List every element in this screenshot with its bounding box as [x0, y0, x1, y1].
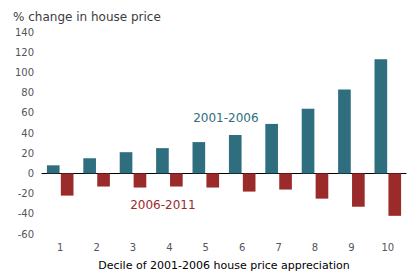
svg-text:80: 80 [21, 87, 34, 98]
svg-text:0: 0 [28, 168, 34, 179]
svg-text:2006-2011: 2006-2011 [130, 198, 195, 212]
svg-text:40: 40 [21, 128, 34, 139]
svg-text:7: 7 [275, 242, 281, 253]
svg-text:20: 20 [21, 148, 34, 159]
svg-text:2: 2 [93, 242, 99, 253]
svg-text:Decile of 2001-2006 house pric: Decile of 2001-2006 house price apprecia… [98, 259, 349, 272]
svg-text:8: 8 [312, 242, 318, 253]
svg-text:140: 140 [15, 27, 34, 38]
svg-text:-60: -60 [18, 229, 34, 240]
svg-text:4: 4 [166, 242, 172, 253]
svg-text:60: 60 [21, 107, 34, 118]
svg-text:5: 5 [203, 242, 209, 253]
svg-text:% change in house price: % change in house price [13, 10, 161, 24]
svg-text:2001-2006: 2001-2006 [193, 111, 258, 125]
svg-text:6: 6 [239, 242, 245, 253]
svg-text:1: 1 [57, 242, 63, 253]
svg-text:120: 120 [15, 47, 34, 58]
svg-text:9: 9 [348, 242, 354, 253]
svg-text:-40: -40 [18, 208, 34, 219]
svg-text:3: 3 [130, 242, 136, 253]
svg-text:10: 10 [381, 242, 394, 253]
svg-text:100: 100 [15, 67, 34, 78]
svg-text:-20: -20 [18, 188, 34, 199]
